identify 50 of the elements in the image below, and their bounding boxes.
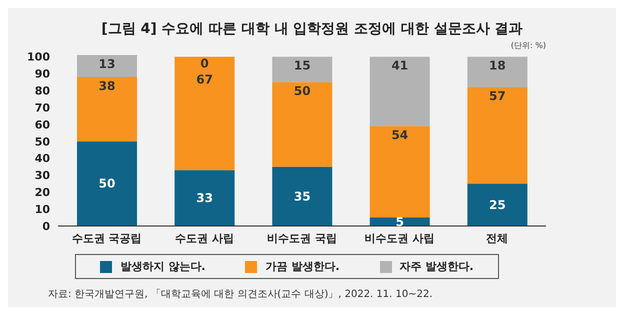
x-tick-label: 비수도권 사립 <box>364 232 435 245</box>
text: 자료: 한국개발연구원, 「대학교육에 대한 의견조사(교수 대상)」, 2022. 11. 10~22. <box>47 288 434 301</box>
bar <box>467 56 528 88</box>
data-label: 18 <box>489 58 506 73</box>
data-label: 54 <box>391 128 408 142</box>
data-label: 25 <box>489 198 506 212</box>
y-tick-label: 90 <box>34 68 50 81</box>
y-tick-label: 20 <box>34 186 50 200</box>
y-tick-label: 70 <box>34 101 50 114</box>
data-label: 50 <box>294 84 311 98</box>
bar <box>77 55 137 78</box>
y-tick-label: 80 <box>34 84 50 98</box>
x-tick-label: 전체 <box>486 232 508 245</box>
y-tick-label: 30 <box>34 169 50 182</box>
y-tick-label: 40 <box>34 152 50 166</box>
data-label: 15 <box>294 58 311 73</box>
legend-label: 가끔 발생한다. <box>264 259 340 274</box>
x-tick-label: 수도권 사립 <box>174 232 234 245</box>
y-tick-label: 10 <box>34 202 50 216</box>
bar <box>370 56 430 126</box>
data-label: 67 <box>196 72 213 87</box>
chart-title: [그림 4] 수요에 따른 대학 내 입학정원 조정에 대한 설문조사 결과 <box>100 20 524 38</box>
x-tick-label: 비수도권 국립 <box>267 232 337 245</box>
data-label: 38 <box>98 79 116 94</box>
data-label: 41 <box>391 58 408 73</box>
data-label: 50 <box>98 176 116 191</box>
y-tick-label: 100 <box>27 50 50 64</box>
bar <box>77 141 137 226</box>
bar <box>272 56 332 82</box>
y-tick-label: 60 <box>34 118 50 132</box>
bar <box>467 87 528 184</box>
text: (단위: %) <box>510 40 547 51</box>
bar <box>272 82 332 167</box>
data-label: 33 <box>196 191 213 206</box>
bar <box>77 77 137 142</box>
y-tick-label: 50 <box>34 135 50 148</box>
legend-label: 발생하지 않는다. <box>119 259 206 274</box>
bar <box>370 126 430 218</box>
data-label: 5 <box>396 214 404 229</box>
x-tick-label: 수도권 국공립 <box>72 232 142 245</box>
data-label: 0 <box>200 56 209 71</box>
data-label: 57 <box>489 89 506 104</box>
bar <box>467 184 528 226</box>
data-label: 13 <box>98 57 116 71</box>
data-label: 35 <box>294 189 311 204</box>
y-tick-label: 0 <box>42 220 50 233</box>
bar <box>174 170 235 226</box>
bar <box>272 166 332 226</box>
legend-label: 자주 발생한다. <box>398 259 474 274</box>
bar <box>174 56 235 170</box>
